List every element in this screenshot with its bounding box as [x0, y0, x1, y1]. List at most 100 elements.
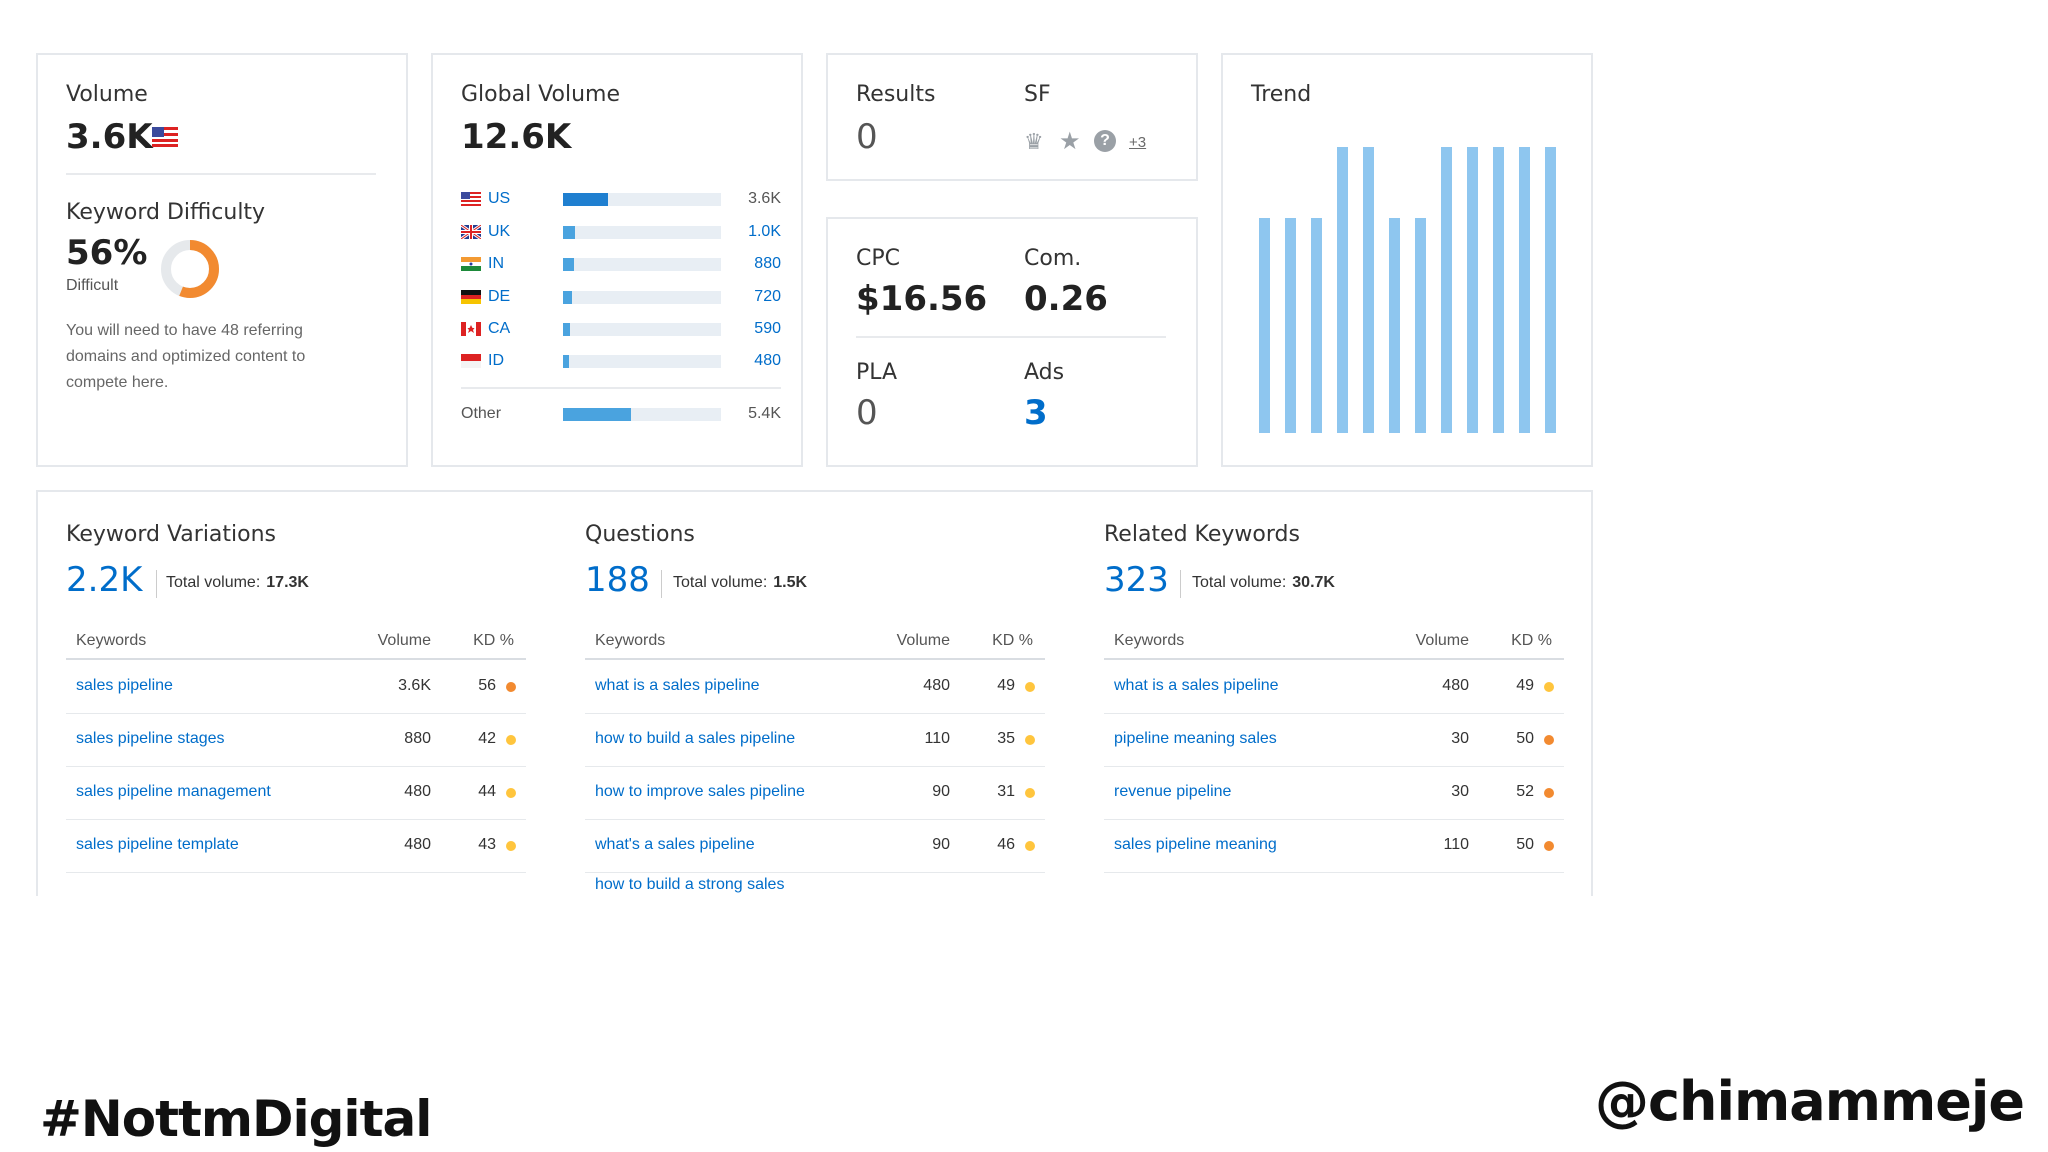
keyword-link[interactable]: sales pipeline management [76, 783, 271, 800]
keyword-kd: 50 [1516, 730, 1534, 747]
volume-title: Volume [66, 82, 148, 107]
uk-flag-icon [461, 225, 481, 239]
section-count-link[interactable]: 188 [585, 560, 650, 600]
trend-bar[interactable] [1519, 147, 1530, 433]
keyword-tables-panel: Keyword Variations 2.2K Total volume: 17.… [36, 490, 1593, 896]
id-flag-icon [461, 354, 481, 368]
total-volume-label: Total volume: [166, 574, 261, 591]
us-flag-icon [152, 127, 178, 147]
keyword-volume: 90 [932, 836, 950, 853]
keyword-kd: 50 [1516, 836, 1534, 853]
col-volume: Volume [1415, 632, 1469, 649]
table-header: Keywords Volume KD % [585, 622, 1045, 660]
keyword-link[interactable]: how to build a strong sales [595, 876, 785, 893]
ads-title: Ads [1024, 360, 1065, 385]
country-row-de[interactable]: DE 720 [461, 286, 781, 308]
keyword-kd: 44 [478, 783, 496, 800]
volume-card: Volume 3.6K Keyword Difficulty 56% Diffi… [36, 53, 408, 467]
com-title: Com. [1024, 246, 1082, 271]
table-row: sales pipeline management 480 44 [66, 766, 526, 820]
pla-title: PLA [856, 360, 898, 385]
keyword-link[interactable]: sales pipeline stages [76, 730, 225, 747]
volume-bar-track [563, 226, 721, 239]
keyword-link[interactable]: pipeline meaning sales [1114, 730, 1277, 747]
keyword-link[interactable]: sales pipeline meaning [1114, 836, 1277, 853]
star-icon: ★ [1059, 128, 1081, 155]
keyword-kd: 42 [478, 730, 496, 747]
total-volume: Total volume: 17.3K [166, 574, 309, 592]
table-row: what's a sales pipeline 90 46 [585, 819, 1045, 873]
volume-bar-track [563, 258, 721, 271]
col-kd: KD % [473, 632, 514, 649]
keyword-link[interactable]: sales pipeline template [76, 836, 239, 853]
ads-value[interactable]: 3 [1024, 393, 1048, 433]
difficulty-dot-icon [506, 841, 516, 851]
kd-value: 56% [66, 233, 148, 273]
col-keywords: Keywords [1114, 632, 1185, 649]
country-row-ca[interactable]: CA 590 [461, 318, 781, 340]
country-code: DE [488, 288, 511, 305]
country-row-in[interactable]: IN 880 [461, 253, 781, 275]
us-flag-icon [461, 192, 481, 206]
trend-bar[interactable] [1493, 147, 1504, 433]
hashtag-label: #NottmDigital [40, 1090, 432, 1148]
trend-bar[interactable] [1337, 147, 1348, 433]
keyword-link[interactable]: sales pipeline [76, 677, 173, 694]
divider [66, 173, 376, 175]
volume-bar-fill [563, 226, 575, 239]
trend-bar[interactable] [1259, 218, 1270, 433]
section-count-link[interactable]: 2.2K [66, 560, 143, 600]
other-volume: 5.4K [748, 405, 781, 422]
trend-bar[interactable] [1285, 218, 1296, 433]
col-keywords: Keywords [595, 632, 666, 649]
country-volume: 3.6K [748, 190, 781, 207]
trend-bar[interactable] [1467, 147, 1478, 433]
volume-bar-track [563, 408, 721, 421]
volume-bar-track [563, 193, 721, 206]
keyword-link[interactable]: how to improve sales pipeline [595, 783, 805, 800]
trend-bar[interactable] [1441, 147, 1452, 433]
table-row: sales pipeline stages 880 42 [66, 713, 526, 767]
country-row-uk[interactable]: UK 1.0K [461, 221, 781, 243]
keyword-kd: 56 [478, 677, 496, 694]
results-card: Results 0 SF ♛ ★ ? +3 [826, 53, 1198, 181]
country-row-id[interactable]: ID 480 [461, 350, 781, 372]
trend-chart [1223, 55, 1595, 469]
trend-bar[interactable] [1389, 218, 1400, 433]
total-volume: Total volume: 30.7K [1192, 574, 1335, 592]
volume-bar-fill [563, 258, 574, 271]
trend-bar[interactable] [1363, 147, 1374, 433]
keyword-link[interactable]: what is a sales pipeline [1114, 677, 1279, 694]
keyword-kd: 46 [997, 836, 1015, 853]
difficulty-dot-icon [506, 735, 516, 745]
difficulty-dot-icon [506, 788, 516, 798]
col-volume: Volume [896, 632, 950, 649]
country-row-us[interactable]: US 3.6K [461, 188, 781, 210]
keyword-link[interactable]: how to build a sales pipeline [595, 730, 796, 747]
pla-value: 0 [856, 393, 878, 433]
volume-bar-fill [563, 291, 572, 304]
sf-title: SF [1024, 82, 1051, 107]
table-row: revenue pipeline 30 52 [1104, 766, 1564, 820]
other-label: Other [461, 405, 502, 422]
table-row: sales pipeline 3.6K 56 [66, 660, 526, 714]
keyword-link[interactable]: what is a sales pipeline [595, 677, 760, 694]
crown-icon: ♛ [1024, 129, 1044, 154]
total-volume-value: 1.5K [773, 574, 808, 591]
keyword-link[interactable]: revenue pipeline [1114, 783, 1232, 800]
keyword-link[interactable]: what's a sales pipeline [595, 836, 755, 853]
kd-note: You will need to have 48 referring domai… [66, 322, 306, 391]
global-volume-card: Global Volume 12.6K US 3.6K UK 1.0K IN 8… [431, 53, 803, 467]
keyword-volume: 3.6K [398, 677, 431, 694]
trend-bar[interactable] [1311, 218, 1322, 433]
trend-bar[interactable] [1545, 147, 1556, 433]
trend-bar[interactable] [1415, 218, 1426, 433]
sf-more-link[interactable]: +3 [1129, 134, 1147, 151]
keyword-kd: 52 [1516, 783, 1534, 800]
keyword-volume: 30 [1451, 730, 1469, 747]
section-count-link[interactable]: 323 [1104, 560, 1169, 600]
country-code: CA [488, 320, 511, 337]
country-code: US [488, 190, 511, 207]
table-row: how to improve sales pipeline 90 31 [585, 766, 1045, 820]
trend-title: Trend [1251, 82, 1312, 107]
